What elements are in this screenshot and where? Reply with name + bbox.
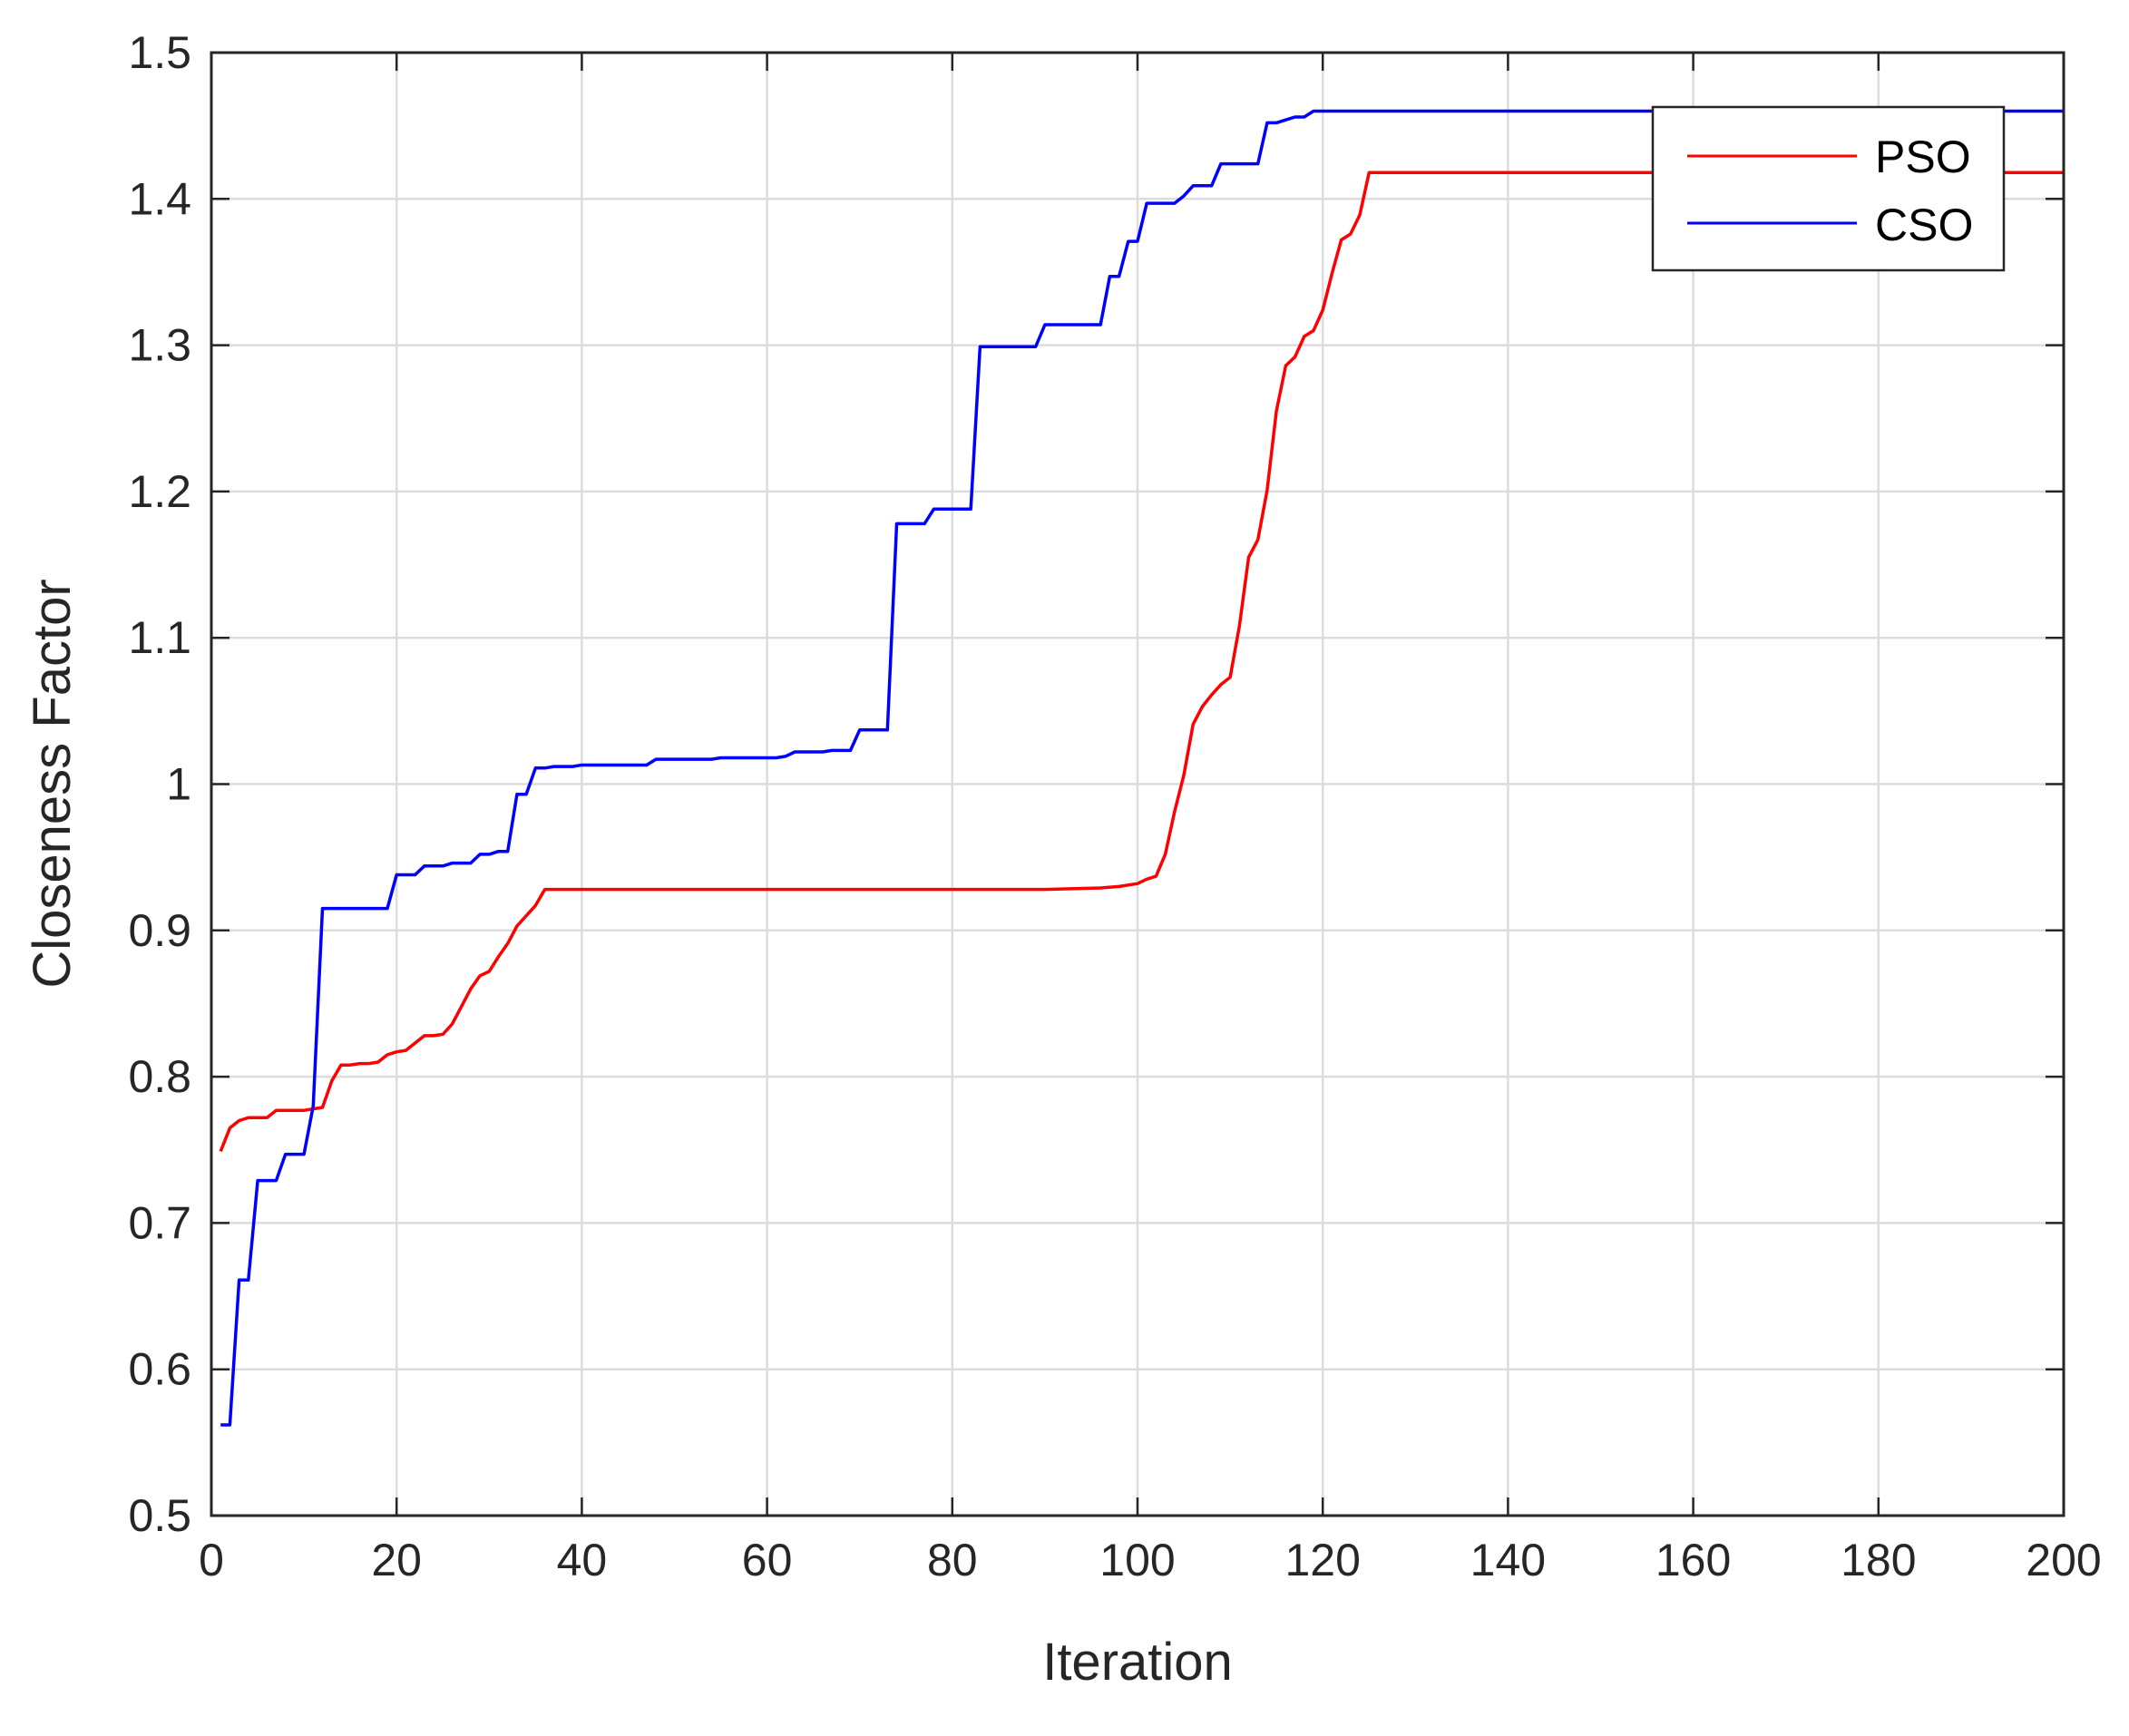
x-tick-label: 0 [199,1535,224,1585]
x-tick-label: 20 [371,1535,422,1585]
y-tick-label: 1.5 [128,27,191,78]
grid [211,53,2064,1516]
x-tick-label: 160 [1655,1535,1731,1585]
y-tick-label: 0.7 [128,1197,191,1248]
tick-labels: 0 20 40 60 80 100 120 140 160 180 200 0.5 0.6 0.7 0.8 0… [128,27,2101,1585]
legend-label-cso: CSO [1875,200,1973,250]
tick-marks [210,51,2066,1517]
x-tick-label: 180 [1841,1535,1916,1585]
y-tick-label: 0.6 [128,1344,191,1395]
x-tick-label: 120 [1284,1535,1360,1585]
x-tick-label: 80 [927,1535,978,1585]
y-tick-label: 1.4 [128,173,191,224]
legend-label-pso: PSO [1875,132,1971,182]
legend: PSO CSO [1651,105,2006,272]
series-lines [219,109,2064,1427]
x-tick-label: 60 [742,1535,793,1585]
y-axis-label: Closeness Factor [23,579,82,988]
y-tick-label: 1.3 [128,320,191,371]
y-tick-label: 0.8 [128,1051,191,1102]
y-tick-label: 0.9 [128,905,191,956]
series-line-pso [219,171,2064,1153]
x-tick-label: 100 [1099,1535,1175,1585]
legend-box [1651,105,2006,272]
y-tick-label: 1 [166,759,191,810]
x-tick-label: 140 [1470,1535,1546,1585]
y-tick-label: 1.2 [128,466,191,517]
x-tick-label: 40 [557,1535,608,1585]
x-axis-label: Iteration [1042,1633,1233,1692]
x-tick-label: 200 [2026,1535,2101,1585]
y-tick-label: 1.1 [128,612,191,663]
series-line-cso [220,109,2064,1427]
y-tick-label: 0.5 [128,1490,191,1541]
